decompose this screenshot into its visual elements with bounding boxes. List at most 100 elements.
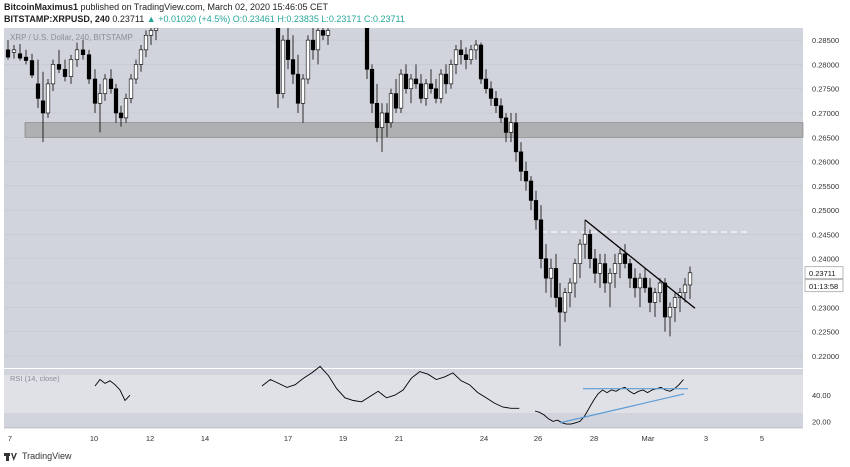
candle [438, 73, 444, 99]
y-tick-label: 0.22500 [812, 328, 839, 337]
candle [478, 44, 484, 80]
price-pane [4, 28, 803, 368]
candle [493, 98, 499, 107]
candle [398, 73, 404, 109]
candle [393, 93, 399, 109]
chart-watermark: XRP / U.S. Dollar, 240, BITSTAMP [10, 33, 133, 42]
candle [652, 292, 658, 303]
candle [300, 78, 306, 104]
candle [577, 243, 583, 264]
candle [587, 234, 593, 260]
candle [86, 54, 92, 80]
y-tick-label: 0.28500 [812, 36, 839, 45]
candle [642, 277, 648, 289]
x-tick-label: 3 [704, 434, 708, 443]
candle [597, 263, 603, 274]
candle [463, 54, 469, 60]
rsi-line [94, 378, 131, 402]
candle [148, 30, 154, 36]
candle [364, 28, 370, 70]
candle [128, 78, 134, 99]
change-arrow-icon: ▲ [146, 14, 156, 24]
candle [290, 59, 296, 75]
candle [108, 78, 114, 90]
candle [617, 253, 623, 264]
candle [123, 98, 129, 119]
x-tick-label: 21 [395, 434, 403, 443]
y-tick-label: 0.26500 [812, 133, 839, 142]
close-value: C:0.23711 [363, 14, 405, 24]
candle [408, 78, 414, 90]
rsi-tick-label: 20.00 [812, 417, 831, 426]
candle [592, 258, 598, 274]
header-line-1: BitcoinMaximus1 published on TradingView… [4, 2, 328, 12]
x-tick-label: 14 [201, 434, 209, 443]
candle [682, 284, 688, 294]
rsi-tick-label: 40.00 [812, 391, 831, 400]
x-tick-label: 24 [480, 434, 488, 443]
candle [40, 100, 46, 114]
candles-group [5, 28, 693, 347]
candle [543, 258, 549, 279]
x-tick-label: 19 [339, 434, 347, 443]
x-tick-label: 7 [8, 434, 12, 443]
candle [647, 287, 653, 303]
candle [483, 78, 489, 90]
x-tick-label: 12 [146, 434, 154, 443]
rsi-support-line [559, 393, 685, 424]
candle [488, 88, 494, 99]
last-price-header: 0.23711 [112, 14, 145, 24]
candle [533, 200, 539, 221]
candle [418, 83, 424, 99]
resistance-zone [24, 122, 804, 138]
candle [557, 297, 563, 313]
candle [388, 93, 394, 124]
candle [637, 277, 643, 289]
candle [74, 49, 80, 60]
y-tick-label: 0.23000 [812, 303, 839, 312]
candle [622, 253, 628, 264]
candle [513, 122, 519, 153]
candle [468, 49, 474, 60]
price-chart[interactable]: 0.28500 0.28000 0.27500 0.27000 0.26500 0.260… [0, 28, 850, 446]
candle [538, 219, 544, 260]
candle [11, 49, 17, 53]
candle [562, 292, 568, 313]
candle [295, 73, 301, 104]
y-tick-label: 0.24500 [812, 230, 839, 239]
tradingview-brand[interactable]: TradingView [22, 451, 72, 461]
candle [5, 49, 11, 58]
candle [672, 297, 678, 308]
candle [374, 102, 380, 128]
candle [35, 83, 41, 99]
candle [23, 56, 29, 61]
candle [413, 78, 419, 85]
x-tick-label: 28 [590, 434, 598, 443]
x-tick-label: 5 [760, 434, 764, 443]
candle [80, 49, 86, 56]
candle [523, 170, 529, 182]
y-tick-label: 0.26000 [812, 158, 839, 167]
candle [433, 88, 439, 99]
candle [275, 28, 281, 94]
candle [572, 263, 578, 284]
candle [553, 268, 559, 298]
y-tick-label: 0.22000 [812, 352, 839, 361]
candle [50, 64, 56, 85]
candle [315, 30, 321, 51]
countdown-box [804, 279, 844, 293]
candle [508, 122, 514, 133]
candle [612, 263, 618, 274]
candle [528, 180, 534, 201]
y-tick-label: 0.25500 [812, 182, 839, 191]
candle [657, 282, 663, 294]
candle [632, 277, 638, 289]
x-tick-label: 10 [90, 434, 98, 443]
candle [310, 39, 316, 51]
candle [384, 112, 390, 124]
candle [17, 53, 23, 59]
y-tick-label: 0.24000 [812, 255, 839, 264]
candle [29, 60, 35, 76]
author-name[interactable]: BitcoinMaximus1 [4, 2, 79, 12]
candle [518, 151, 524, 172]
